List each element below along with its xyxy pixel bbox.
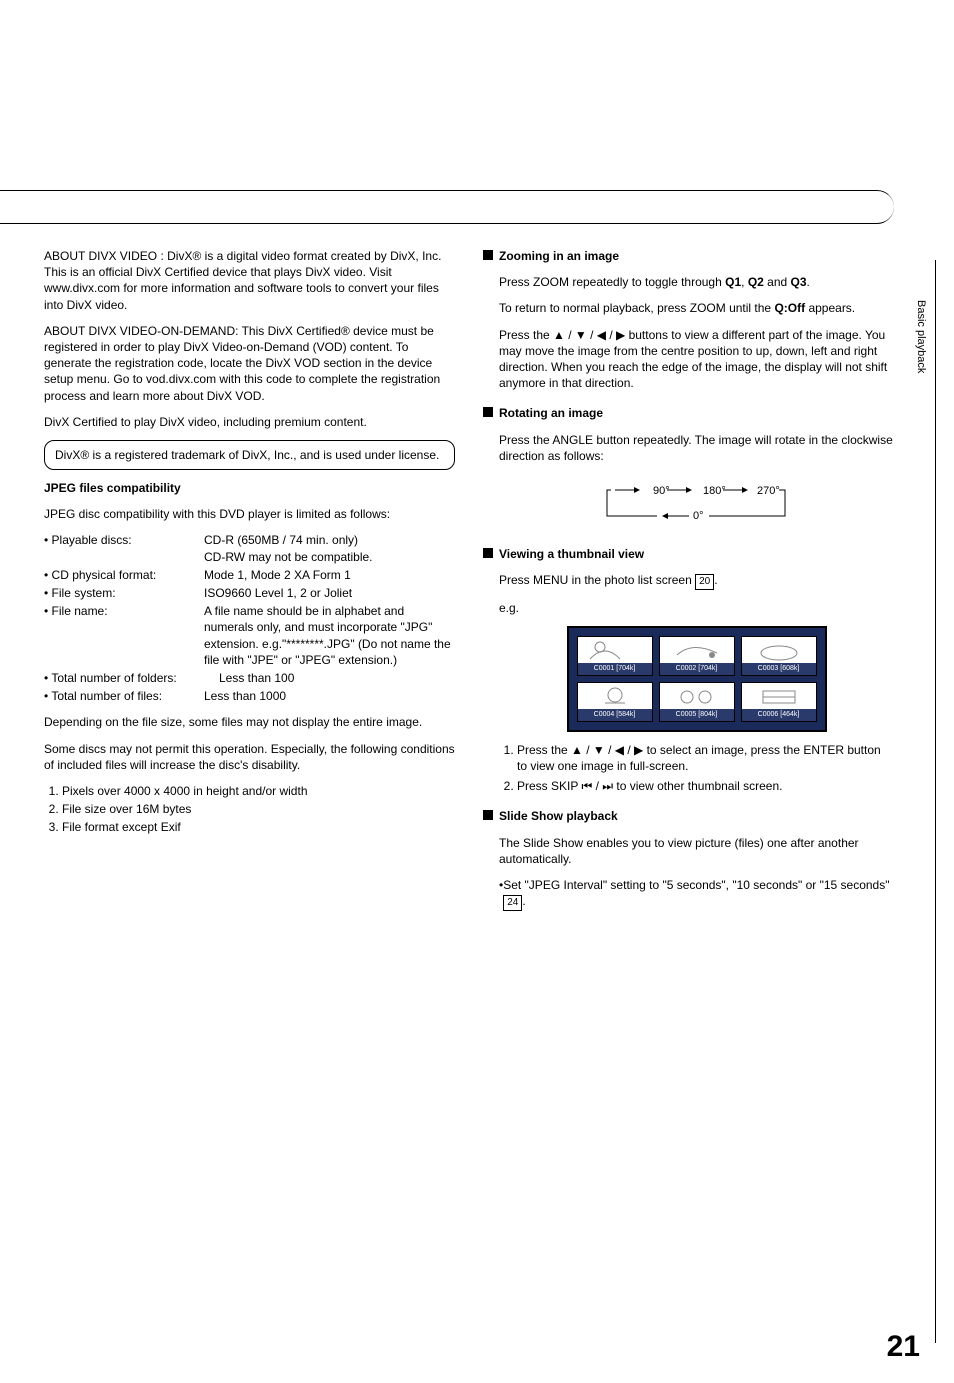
side-tab-label: Basic playback <box>913 300 928 373</box>
row-label: File name: <box>44 603 204 668</box>
row-value: CD-R (650MB / 74 min. only) CD-RW may no… <box>204 532 455 564</box>
rot-0: 0° <box>693 510 704 522</box>
thumbnail-6: C0006 [464k] <box>741 682 817 722</box>
thumb-step-2: Press SKIP ⏮ / ⏭ to view other thumbnail… <box>517 778 894 794</box>
slideshow-desc: The Slide Show enables you to view pictu… <box>499 835 894 867</box>
row-label: Total number of files: <box>44 688 204 704</box>
row-value: Less than 1000 <box>204 688 455 704</box>
thumb-step-1: Press the ▲ / ▼ / ◀ / ▶ to select an ima… <box>517 742 894 774</box>
square-bullet-icon <box>483 548 493 558</box>
row-label: Playable discs: <box>44 532 204 564</box>
row-value: Mode 1, Mode 2 XA Form 1 <box>204 567 455 583</box>
slideshow-heading-text: Slide Show playback <box>499 809 618 823</box>
jpeg-compat-intro: JPEG disc compatibility with this DVD pl… <box>44 506 455 522</box>
zoom-toggle: Press ZOOM repeatedly to toggle through … <box>499 274 894 290</box>
rot-180: 180° <box>703 485 726 497</box>
zoom-heading: Zooming in an image <box>483 248 894 264</box>
thumbnail-3: C0003 [608k] <box>741 636 817 676</box>
compat-files: Total number of files: Less than 1000 <box>44 688 455 704</box>
rotate-heading: Rotating an image <box>483 405 894 421</box>
thumbnail-body: Press MENU in the photo list screen 20. … <box>483 572 894 794</box>
thumbnail-heading: Viewing a thumbnail view <box>483 546 894 562</box>
thumbnail-grid: C0001 [704k] C0002 [704k] C0003 [608k] C… <box>567 626 827 732</box>
row-label: File system: <box>44 585 204 601</box>
disability-pixels: Pixels over 4000 x 4000 in height and/or… <box>62 783 455 799</box>
left-column: ABOUT DIVX VIDEO : DivX® is a digital vi… <box>44 248 455 919</box>
page-number: 21 <box>887 1327 920 1368</box>
right-column: Zooming in an image Press ZOOM repeatedl… <box>483 248 894 919</box>
compat-playable-discs: Playable discs: CD-R (650MB / 74 min. on… <box>44 532 455 564</box>
rotate-heading-text: Rotating an image <box>499 406 603 420</box>
disability-filesize: File size over 16M bytes <box>62 801 455 817</box>
slideshow-bullets: Set "JPEG Interval" setting to "5 second… <box>499 877 894 911</box>
jpeg-note-disability: Some discs may not permit this operation… <box>44 741 455 773</box>
zoom-body: Press ZOOM repeatedly to toggle through … <box>483 274 894 391</box>
compat-folders: Total number of folders: Less than 100 <box>44 670 455 686</box>
thumbnail-2: C0002 [704k] <box>659 636 735 676</box>
trademark-box: DivX® is a registered trademark of DivX,… <box>44 440 455 470</box>
row-value: ISO9660 Level 1, 2 or Joliet <box>204 585 455 601</box>
right-margin-rule <box>935 260 936 1343</box>
compat-file-system: File system: ISO9660 Level 1, 2 or Jolie… <box>44 585 455 601</box>
about-divx-video: ABOUT DIVX VIDEO : DivX® is a digital vi… <box>44 248 455 313</box>
row-label: CD physical format: <box>44 567 204 583</box>
two-column-body: ABOUT DIVX VIDEO : DivX® is a digital vi… <box>0 224 954 919</box>
square-bullet-icon <box>483 810 493 820</box>
page-ref-24: 24 <box>503 895 522 911</box>
thumbnail-steps: Press the ▲ / ▼ / ◀ / ▶ to select an ima… <box>499 742 894 795</box>
row-value: Less than 100 <box>219 670 455 686</box>
rot-270: 270° <box>757 485 780 497</box>
square-bullet-icon <box>483 250 493 260</box>
top-spacer <box>0 0 954 90</box>
trademark-text: DivX® is a registered trademark of DivX,… <box>55 448 439 462</box>
thumbnail-5: C0005 [804k] <box>659 682 735 722</box>
header-rule <box>0 190 894 224</box>
jpeg-note-size: Depending on the file size, some files m… <box>44 714 455 730</box>
thumbnail-1: C0001 [704k] <box>577 636 653 676</box>
compat-cd-format: CD physical format: Mode 1, Mode 2 XA Fo… <box>44 567 455 583</box>
thumbnail-4: C0004 [584k] <box>577 682 653 722</box>
page-ref-20: 20 <box>695 574 714 590</box>
divx-certified: DivX Certified to play DivX video, inclu… <box>44 414 455 430</box>
jpeg-compat-list: Playable discs: CD-R (650MB / 74 min. on… <box>44 532 455 704</box>
rotate-body: Press the ANGLE button repeatedly. The i… <box>483 432 894 532</box>
jpeg-disability-list: Pixels over 4000 x 4000 in height and/or… <box>44 783 455 836</box>
zoom-off: To return to normal playback, press ZOOM… <box>499 300 894 316</box>
row-value: A file name should be in alphabet and nu… <box>204 603 455 668</box>
about-divx-vod: ABOUT DIVX VIDEO-ON-DEMAND: This DivX Ce… <box>44 323 455 404</box>
thumbnail-heading-text: Viewing a thumbnail view <box>499 547 644 561</box>
slideshow-body: The Slide Show enables you to view pictu… <box>483 835 894 911</box>
disability-format: File format except Exif <box>62 819 455 835</box>
thumbnail-desc: Press MENU in the photo list screen 20. <box>499 572 894 590</box>
square-bullet-icon <box>483 407 493 417</box>
jpeg-compat-heading: JPEG files compatibility <box>44 480 455 496</box>
row-label: Total number of folders: <box>44 670 219 686</box>
zoom-heading-text: Zooming in an image <box>499 249 619 263</box>
example-label: e.g. <box>499 600 894 616</box>
slideshow-heading: Slide Show playback <box>483 808 894 824</box>
compat-file-name: File name: A file name should be in alph… <box>44 603 455 668</box>
zoom-nav: Press the ▲ / ▼ / ◀ / ▶ buttons to view … <box>499 327 894 392</box>
rotate-diagram: 90° 180° 270° 0° <box>499 474 894 532</box>
rotate-desc: Press the ANGLE button repeatedly. The i… <box>499 432 894 464</box>
slideshow-interval: Set "JPEG Interval" setting to "5 second… <box>499 877 894 911</box>
rot-90: 90° <box>653 485 670 497</box>
